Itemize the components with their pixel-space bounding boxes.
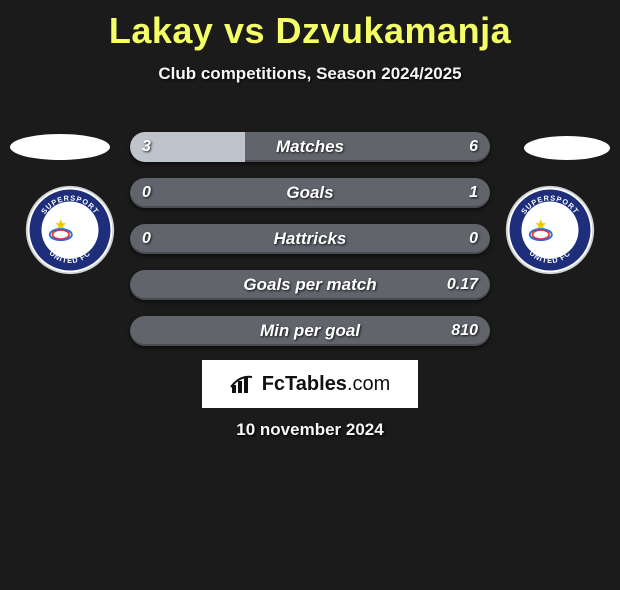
stat-value-right: 1: [469, 178, 478, 208]
stat-label: Hattricks: [130, 224, 490, 254]
stat-value-left: 0: [142, 224, 151, 254]
page-subtitle: Club competitions, Season 2024/2025: [0, 64, 620, 84]
stat-value-right: 0: [469, 224, 478, 254]
stat-row: Hattricks0 0: [130, 224, 490, 254]
stat-label: Goals: [130, 178, 490, 208]
stat-label: Goals per match: [130, 270, 490, 300]
stat-row: Min per goal810: [130, 316, 490, 346]
stat-label: Min per goal: [130, 316, 490, 346]
player-left-flag: [10, 134, 110, 160]
player-right-flag: [524, 136, 610, 160]
logo-name: FcTables: [262, 373, 347, 395]
stat-row: Goals0 1: [130, 178, 490, 208]
stat-row: Goals per match0.17: [130, 270, 490, 300]
stats-bars: Matches36Goals01Hattricks00Goals per mat…: [130, 132, 490, 362]
logo-text: FcTables.com: [262, 373, 391, 396]
stat-value-right: 810: [451, 316, 478, 346]
date-label: 10 november 2024: [0, 420, 620, 440]
stat-value-right: 0.17: [447, 270, 478, 300]
stat-row: Matches3 6: [130, 132, 490, 162]
stat-label: Matches: [130, 132, 490, 162]
team-badge-right: SUPERSPORT UNITED FC: [504, 184, 596, 276]
stat-value-left: 0: [142, 178, 151, 208]
supersport-badge-icon: SUPERSPORT UNITED FC: [24, 184, 116, 276]
bar-chart-icon: [230, 373, 256, 395]
stat-value-right: 6: [469, 132, 478, 162]
supersport-badge-icon: SUPERSPORT UNITED FC: [504, 184, 596, 276]
logo-ext: .com: [347, 373, 390, 395]
team-badge-left: SUPERSPORT UNITED FC: [24, 184, 116, 276]
site-logo: FcTables.com: [202, 360, 418, 408]
stat-value-left: 3: [142, 132, 151, 162]
page-title: Lakay vs Dzvukamanja: [0, 10, 620, 52]
